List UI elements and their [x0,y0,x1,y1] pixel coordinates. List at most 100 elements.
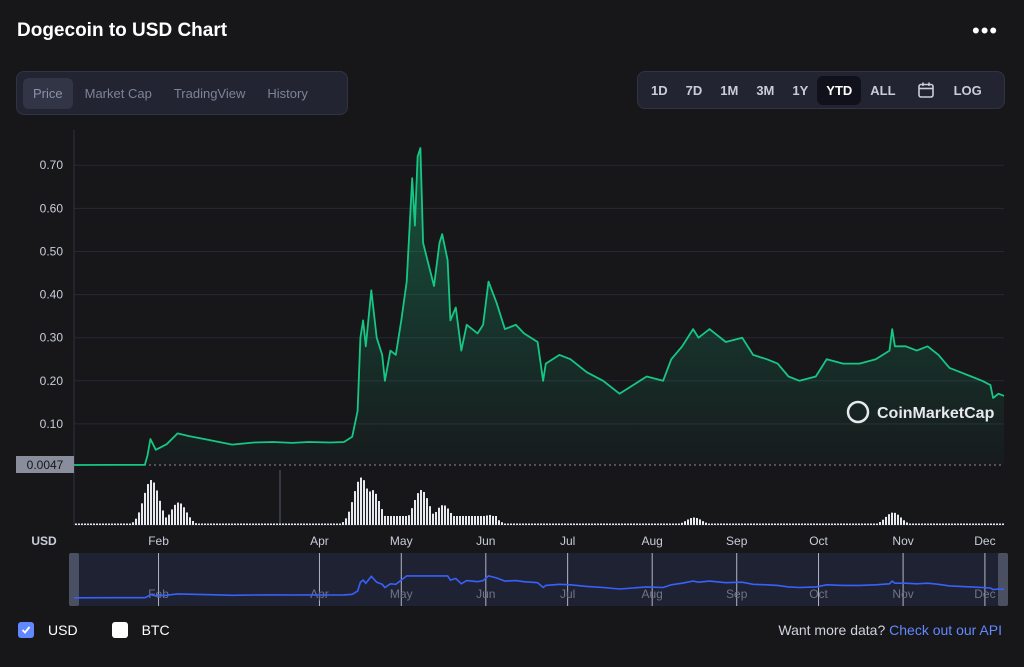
volume-bar [819,523,821,525]
chart-title: Dogecoin to USD Chart [17,20,228,41]
volume-bar [696,518,698,525]
volume-bar [852,523,854,525]
volume-bar [795,523,797,525]
range-all[interactable]: ALL [870,82,896,98]
volume-bar [669,523,671,525]
volume-bar [117,523,119,525]
volume-bar [663,523,665,525]
x-tick-label: Jul [560,534,575,548]
volume-bar [306,523,308,525]
range-1y[interactable]: 1Y [792,82,809,98]
log-scale-toggle[interactable]: LOG [953,82,982,98]
volume-bar [90,523,92,525]
range-3m[interactable]: 3M [756,82,775,98]
api-link[interactable]: Check out our API [889,622,1002,638]
volume-bar [999,523,1001,525]
volume-bar [549,523,551,525]
volume-bar [849,523,851,525]
volume-bar [990,523,992,525]
range-1d[interactable]: 1D [651,82,668,98]
volume-bar [213,523,215,525]
volume-bar [369,491,371,525]
check-icon [21,626,31,634]
volume-bar [378,500,380,525]
volume-bar [249,523,251,525]
svg-text:CoinMarketCap: CoinMarketCap [877,405,995,422]
tab-market-cap[interactable]: Market Cap [84,85,152,101]
x-tick-label: Oct [809,534,828,548]
volume-bar [888,514,890,525]
volume-bar [354,491,356,525]
volume-bar [597,523,599,525]
navigator-tick-label: Oct [809,587,828,601]
volume-bar [846,523,848,525]
calendar-icon[interactable] [917,81,935,99]
volume-bar [735,523,737,525]
volume-bar [954,523,956,525]
btc-checkbox[interactable] [111,622,128,638]
navigator-tick-label: Aug [642,587,663,601]
volume-bar [276,523,278,525]
volume-bar [159,500,161,525]
y-tick-label: 0.50 [40,244,64,258]
volume-bar [156,490,158,525]
volume-bar [918,523,920,525]
volume-bar [801,523,803,525]
usd-checkbox[interactable] [18,622,34,638]
volume-bar [87,523,89,525]
volume-bar [567,523,569,525]
tab-price[interactable]: Price [23,77,73,109]
api-promo: Want more data? Check out our API [778,622,1002,638]
volume-bar [978,523,980,525]
volume-bar [951,523,953,525]
volume-bar [933,523,935,525]
volume-bar [603,523,605,525]
volume-bar [258,523,260,525]
volume-bar [513,523,515,525]
volume-bar [204,523,206,525]
volume-bar [78,523,80,525]
volume-bar [840,523,842,525]
volume-bar [831,523,833,525]
volume-bar [207,523,209,525]
range-7d[interactable]: 7D [685,82,703,98]
volume-bar [627,523,629,525]
volume-bar [495,516,497,525]
volume-bar [747,523,749,525]
volume-bar [768,523,770,525]
volume-bar [501,522,503,525]
volume-bar [909,523,911,525]
y-tick-label: 0.40 [40,288,64,302]
volume-bar [981,523,983,525]
tab-history[interactable]: History [267,85,308,101]
volume-bar [993,523,995,525]
range-1m[interactable]: 1M [720,82,739,98]
x-tick-label: Feb [148,534,169,548]
volume-bar [483,516,485,525]
chart-legend: USD BTC [18,622,204,638]
volume-bar [312,523,314,525]
tab-tradingview[interactable]: TradingView [173,85,246,101]
volume-bar [576,523,578,525]
volume-bar [480,516,482,525]
volume-bar [75,523,77,525]
volume-bar [687,519,689,525]
volume-bar [972,523,974,525]
volume-bar [660,523,662,525]
navigator-tick-label: Jun [476,587,495,601]
volume-bar [750,523,752,525]
volume-bar [906,522,908,525]
volume-bar [738,523,740,525]
volume-bar [126,523,128,525]
volume-bar [771,523,773,525]
volume-bar [651,523,653,525]
volume-bar [927,523,929,525]
volume-bar [414,500,416,525]
range-ytd[interactable]: YTD [817,75,862,105]
volume-bar [162,510,164,525]
volume-bar [939,523,941,525]
volume-bar [588,523,590,525]
volume-bar [453,516,455,525]
volume-bar [792,523,794,525]
volume-bar [267,523,269,525]
